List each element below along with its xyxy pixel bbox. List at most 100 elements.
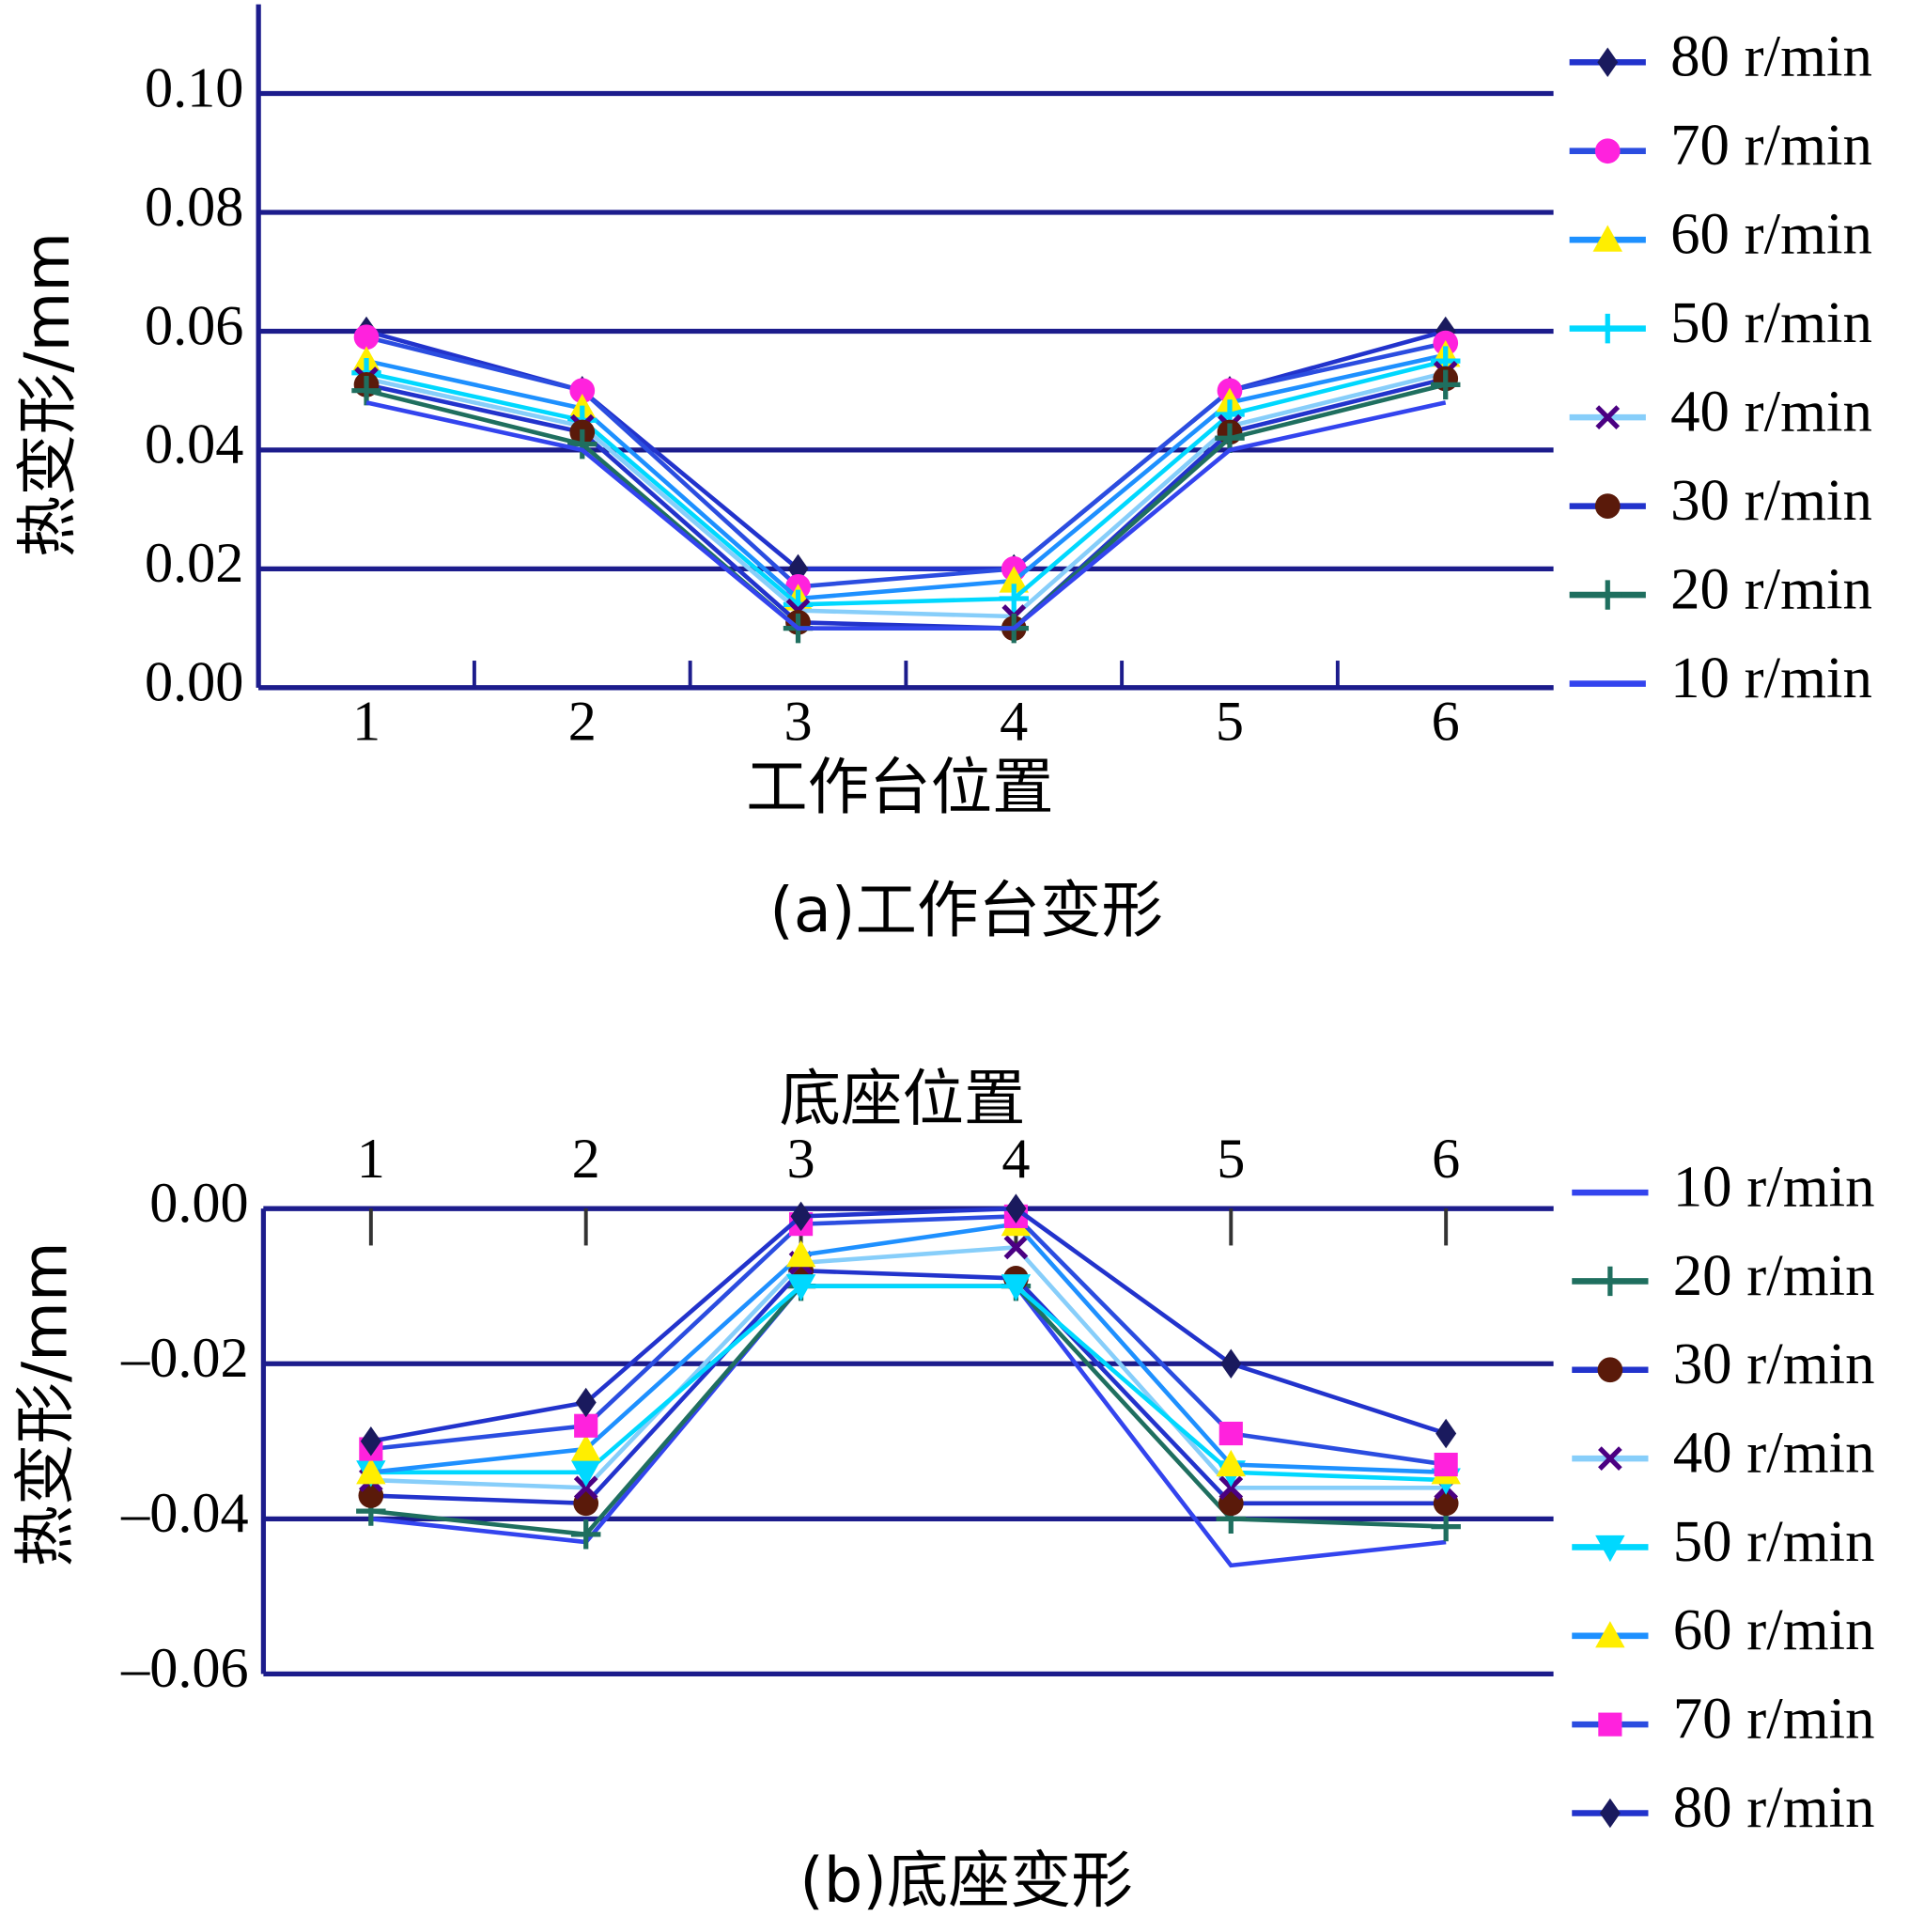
- x-tick-label: 1: [357, 1128, 385, 1191]
- y-axis-title: 热变形/mm: [12, 232, 84, 557]
- marker: [570, 1434, 601, 1461]
- legend-label: 10 r/min: [1673, 1154, 1875, 1220]
- marker: [1218, 1475, 1244, 1501]
- legend-label: 30 r/min: [1673, 1331, 1875, 1396]
- series-line: [365, 358, 1447, 607]
- marker: [1435, 1418, 1457, 1449]
- series-line: [370, 1222, 1447, 1475]
- legend: 80 r/min 70 r/min 60 r/min 50 r/min 40 r/min…: [1569, 23, 1872, 710]
- marker: [356, 1457, 386, 1485]
- series-line: [370, 1268, 1447, 1506]
- marker: [999, 584, 1029, 614]
- marker: [785, 1274, 816, 1301]
- caption: (b)底座变形: [799, 1846, 1133, 1917]
- marker: [1220, 1348, 1242, 1379]
- marker: [570, 1519, 601, 1550]
- legend-label: 40 r/min: [1673, 1420, 1875, 1486]
- legend-label: 10 r/min: [1670, 645, 1872, 710]
- x-tick-label: 6: [1432, 1128, 1460, 1191]
- y-tick-label: 0.04: [145, 413, 243, 476]
- series-line: [370, 1206, 1447, 1444]
- series-line: [370, 1284, 1447, 1483]
- marker: [1005, 1193, 1027, 1223]
- series-line: [365, 376, 1447, 631]
- series-line: [365, 370, 1447, 619]
- legend-label: 50 r/min: [1670, 289, 1872, 355]
- legend-marker: [1592, 580, 1622, 610]
- legend-label: 30 r/min: [1670, 467, 1872, 533]
- marker: [1431, 369, 1461, 400]
- y-tick-label: 0.00: [149, 1172, 248, 1235]
- marker: [1216, 1449, 1247, 1477]
- x-tick-label: 5: [1216, 691, 1244, 754]
- x-axis-title: 工作台位置: [746, 752, 1054, 823]
- series-line: [365, 400, 1447, 631]
- marker: [567, 428, 597, 460]
- y-tick-label: 0.00: [145, 651, 243, 714]
- y-tick-label: 0.10: [145, 56, 243, 119]
- x-tick-label: 1: [352, 691, 380, 754]
- legend-marker: [1597, 47, 1619, 77]
- legend-marker: [1597, 1357, 1623, 1383]
- y-axis-title: 热变形/mm: [9, 1241, 81, 1566]
- marker: [573, 1475, 598, 1501]
- y-tick-label: 0.02: [145, 532, 243, 595]
- marker: [1003, 1235, 1029, 1260]
- legend-label: 60 r/min: [1673, 1597, 1875, 1662]
- series-line: [370, 1245, 1447, 1490]
- x-axis-title: 底座位置: [779, 1064, 1025, 1135]
- legend-marker: [1594, 493, 1621, 519]
- y-tick-label: –0.02: [120, 1327, 249, 1390]
- marker: [999, 566, 1029, 593]
- marker: [1434, 1452, 1458, 1477]
- legend-label: 80 r/min: [1673, 1774, 1875, 1840]
- x-tick-label: 4: [1000, 691, 1028, 754]
- series-line: [365, 352, 1447, 601]
- legend-label: 70 r/min: [1673, 1686, 1875, 1752]
- legend-label: 60 r/min: [1670, 201, 1872, 267]
- x-tick-label: 5: [1217, 1128, 1245, 1191]
- legend: 10 r/min 20 r/min 30 r/min 40 r/min 50 r/min…: [1572, 1154, 1875, 1840]
- legend-marker: [1595, 1535, 1625, 1563]
- x-tick-label: 4: [1001, 1128, 1030, 1191]
- legend-marker: [1595, 1266, 1625, 1297]
- legend-marker: [1592, 313, 1622, 344]
- marker: [785, 1239, 816, 1268]
- legend-marker: [1594, 138, 1621, 164]
- caption: (a)工作台变形: [769, 875, 1163, 946]
- legend-marker: [1595, 1621, 1625, 1648]
- marker: [353, 324, 380, 351]
- legend-label: 20 r/min: [1673, 1242, 1875, 1308]
- y-tick-label: 0.06: [145, 294, 243, 357]
- marker: [570, 1460, 601, 1488]
- legend-label: 40 r/min: [1670, 379, 1872, 444]
- series-line: [365, 335, 1447, 589]
- marker: [574, 1413, 598, 1438]
- legend-marker: [1599, 1798, 1621, 1829]
- series-line: [370, 1214, 1447, 1467]
- legend-marker: [1598, 1712, 1622, 1737]
- legend-label: 70 r/min: [1670, 112, 1872, 178]
- marker: [569, 378, 596, 404]
- y-tick-label: –0.04: [120, 1482, 249, 1545]
- marker: [1431, 1511, 1461, 1542]
- y-tick-label: –0.06: [120, 1637, 249, 1700]
- x-tick-label: 6: [1432, 691, 1460, 754]
- x-tick-label: 2: [568, 691, 597, 754]
- legend-label: 20 r/min: [1670, 556, 1872, 622]
- x-tick-label: 2: [572, 1128, 600, 1191]
- legend-label: 80 r/min: [1670, 23, 1872, 89]
- legend-label: 50 r/min: [1673, 1508, 1875, 1574]
- legend-marker: [1598, 1446, 1622, 1471]
- marker: [1001, 1274, 1032, 1301]
- marker: [1218, 1421, 1243, 1446]
- marker: [351, 375, 381, 406]
- y-tick-label: 0.08: [145, 176, 243, 239]
- x-tick-label: 3: [786, 1128, 815, 1191]
- legend-marker: [1592, 225, 1622, 252]
- legend-marker: [1595, 405, 1621, 429]
- marker: [360, 1426, 381, 1457]
- x-tick-label: 3: [784, 691, 812, 754]
